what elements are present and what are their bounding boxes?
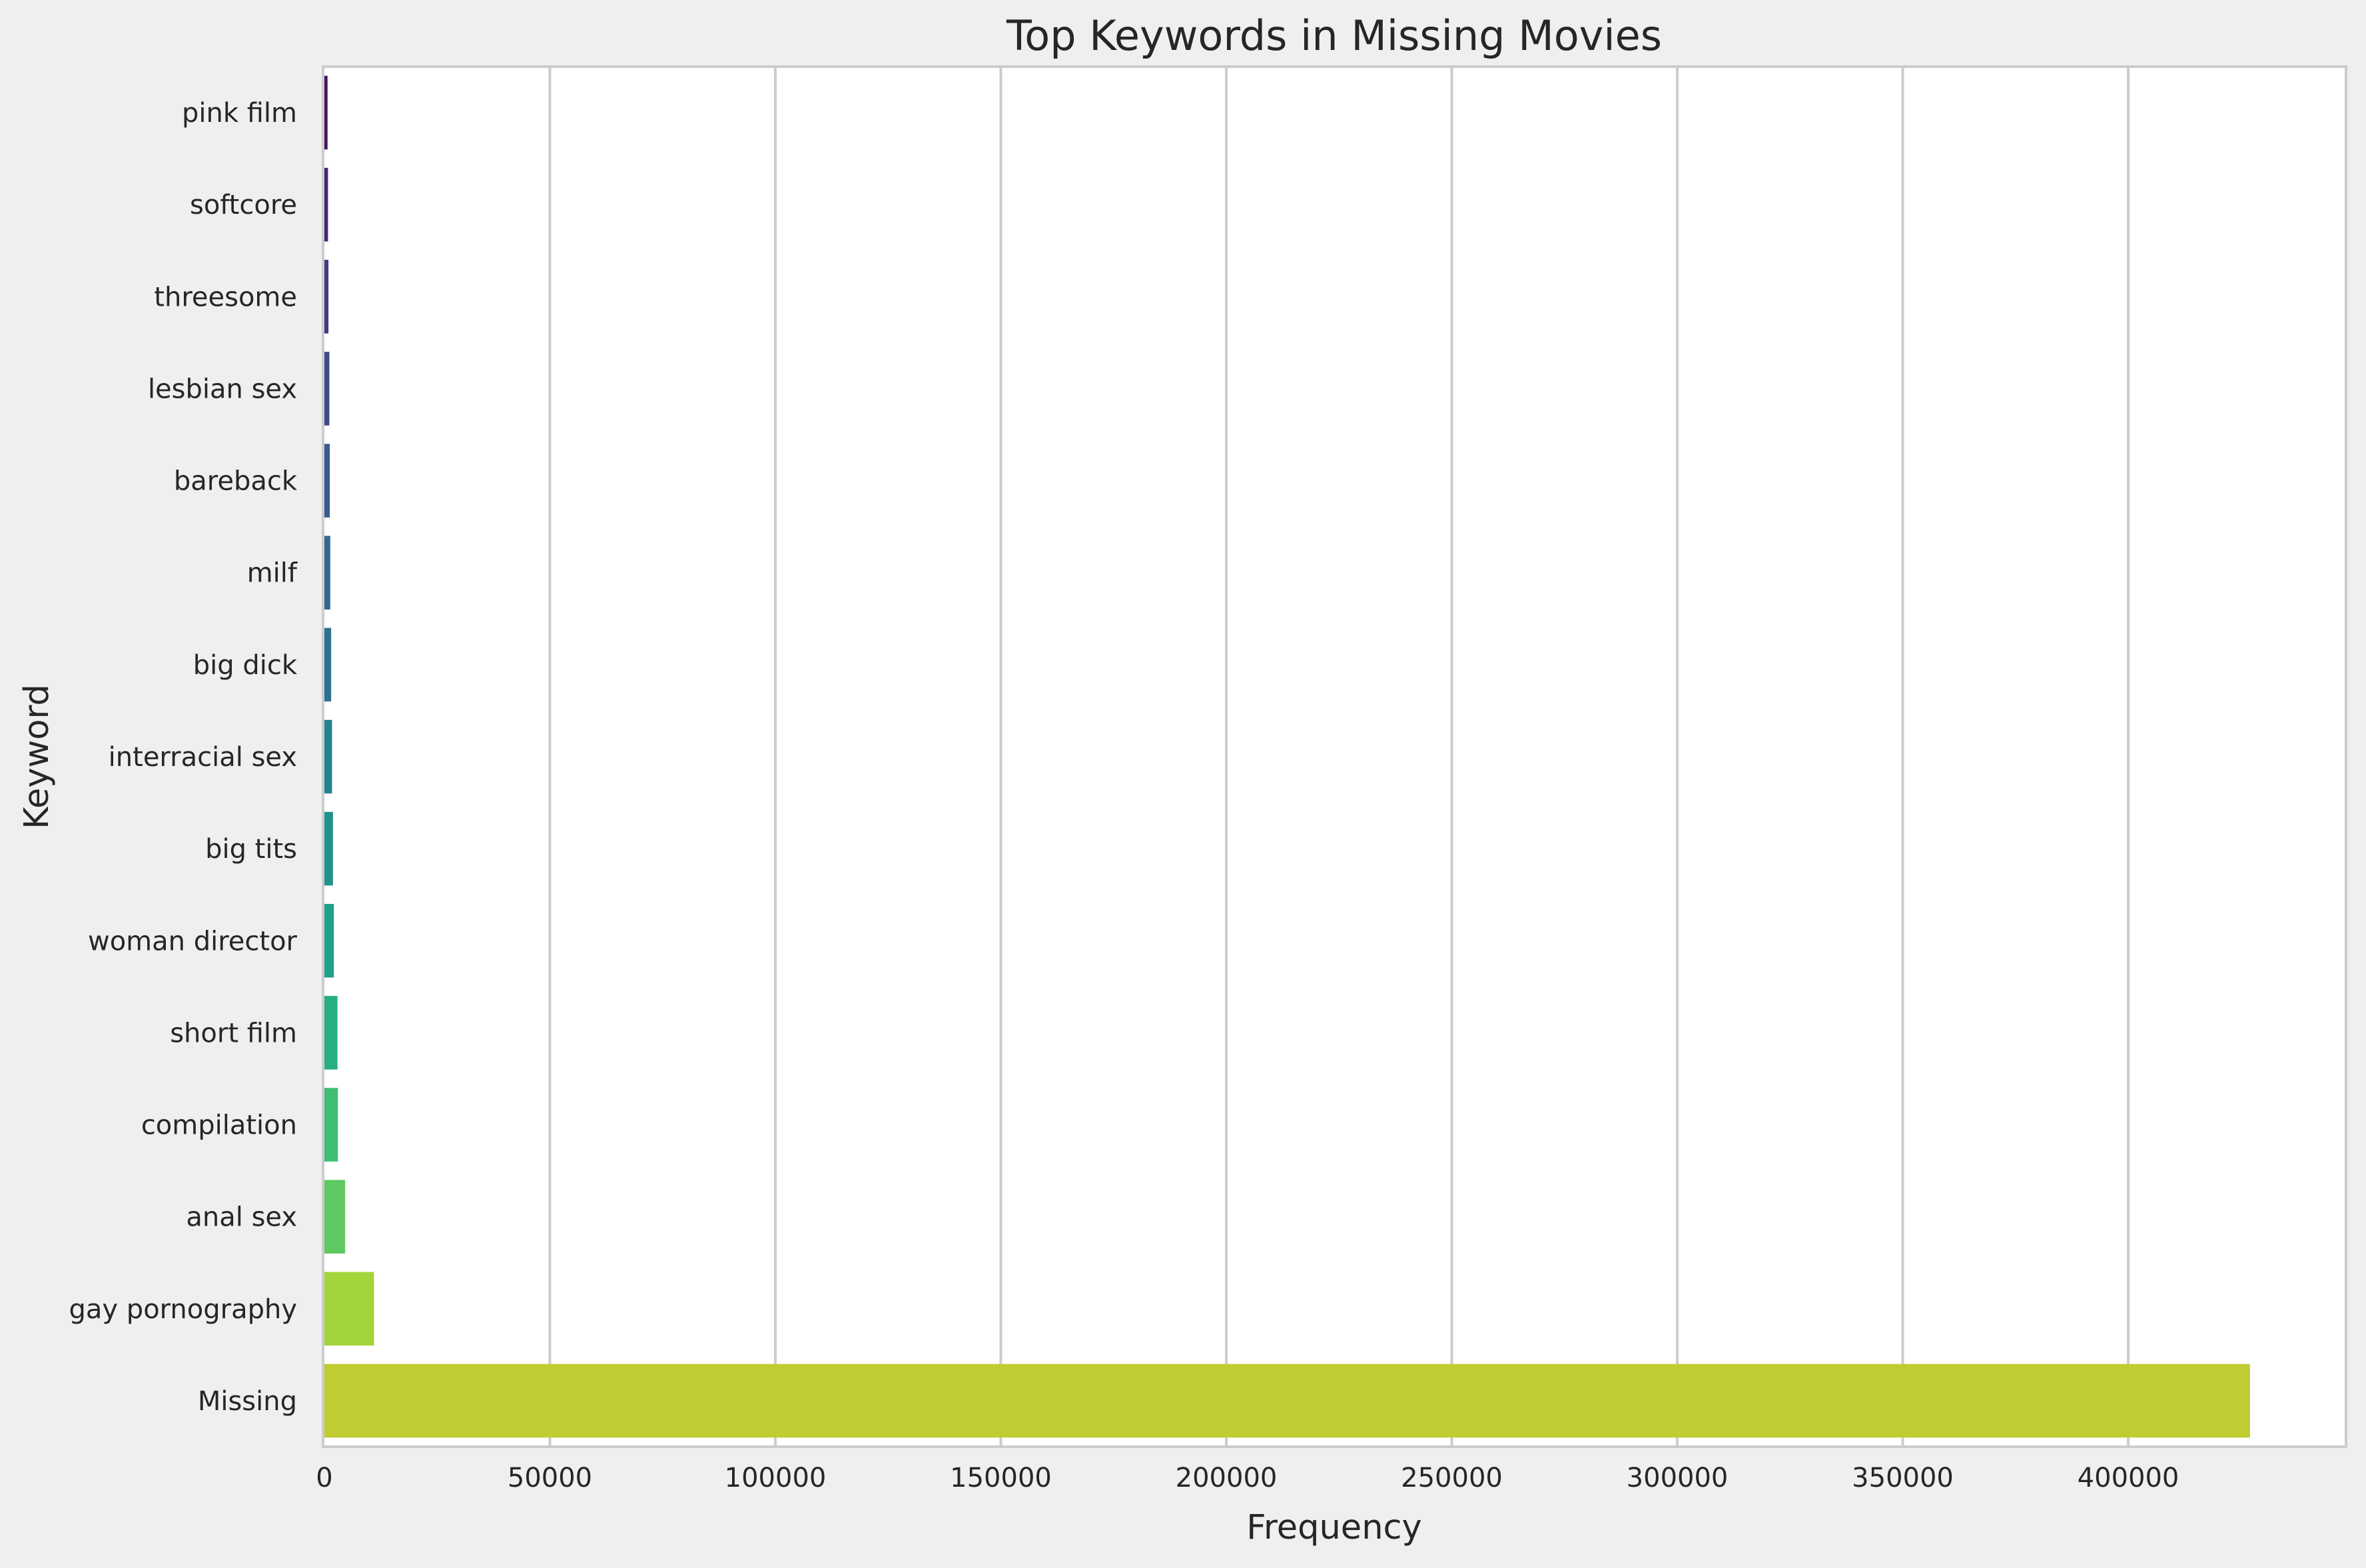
x-tick-label: 300000 [1627, 1463, 1729, 1493]
y-tick-label: bareback [174, 466, 298, 497]
plot-frame [322, 65, 2347, 1448]
bar [324, 1364, 2250, 1438]
bar [324, 996, 338, 1070]
bar [324, 260, 329, 334]
bar [324, 536, 330, 609]
y-tick-label: big dick [193, 650, 298, 681]
y-tick-label: gay pornography [69, 1294, 297, 1325]
x-tick-label: 400000 [2078, 1463, 2179, 1493]
y-tick-label: woman director [88, 926, 298, 957]
y-tick-labels: pink film softcore threesome lesbian sex bar… [69, 98, 298, 1417]
x-tick-label: 150000 [950, 1463, 1052, 1493]
bar [324, 1180, 346, 1254]
x-tick-label: 200000 [1176, 1463, 1278, 1493]
y-axis-title: Keyword [17, 684, 57, 829]
x-tick-label: 50000 [508, 1463, 592, 1493]
y-tick-label: interracial sex [109, 742, 297, 773]
grid-lines [548, 67, 2130, 1447]
y-tick-label: big tits [205, 834, 297, 865]
bar [324, 167, 328, 242]
y-tick-label: threesome [154, 282, 297, 312]
y-tick-label: milf [247, 558, 298, 589]
y-tick-label: pink film [182, 98, 297, 129]
bar [324, 1088, 338, 1162]
bar [324, 719, 332, 794]
x-axis-title: Frequency [1246, 1508, 1421, 1547]
bar [324, 352, 330, 426]
bar [324, 811, 333, 886]
y-tick-label: lesbian sex [148, 374, 297, 404]
bar [324, 1272, 374, 1346]
y-tick-label: compilation [141, 1110, 297, 1141]
y-tick-label: Missing [198, 1386, 297, 1417]
x-tick-labels: 0 50000 100000 150000 200000 250000 300000 3500… [316, 1463, 2179, 1493]
plot-area [323, 67, 2346, 1447]
bar [324, 75, 328, 150]
x-tick-label: 100000 [725, 1463, 827, 1493]
y-tick-label: short film [170, 1018, 297, 1048]
bars [324, 75, 2250, 1438]
chart-title: Top Keywords in Missing Movies [1006, 11, 1662, 60]
x-tick-label: 250000 [1401, 1463, 1503, 1493]
bar [324, 904, 334, 978]
y-tick-label: anal sex [186, 1202, 297, 1233]
x-tick-label: 350000 [1852, 1463, 1954, 1493]
x-tick-label: 0 [316, 1463, 332, 1493]
bar [324, 627, 332, 702]
bar [324, 444, 330, 518]
y-tick-label: softcore [190, 190, 297, 220]
